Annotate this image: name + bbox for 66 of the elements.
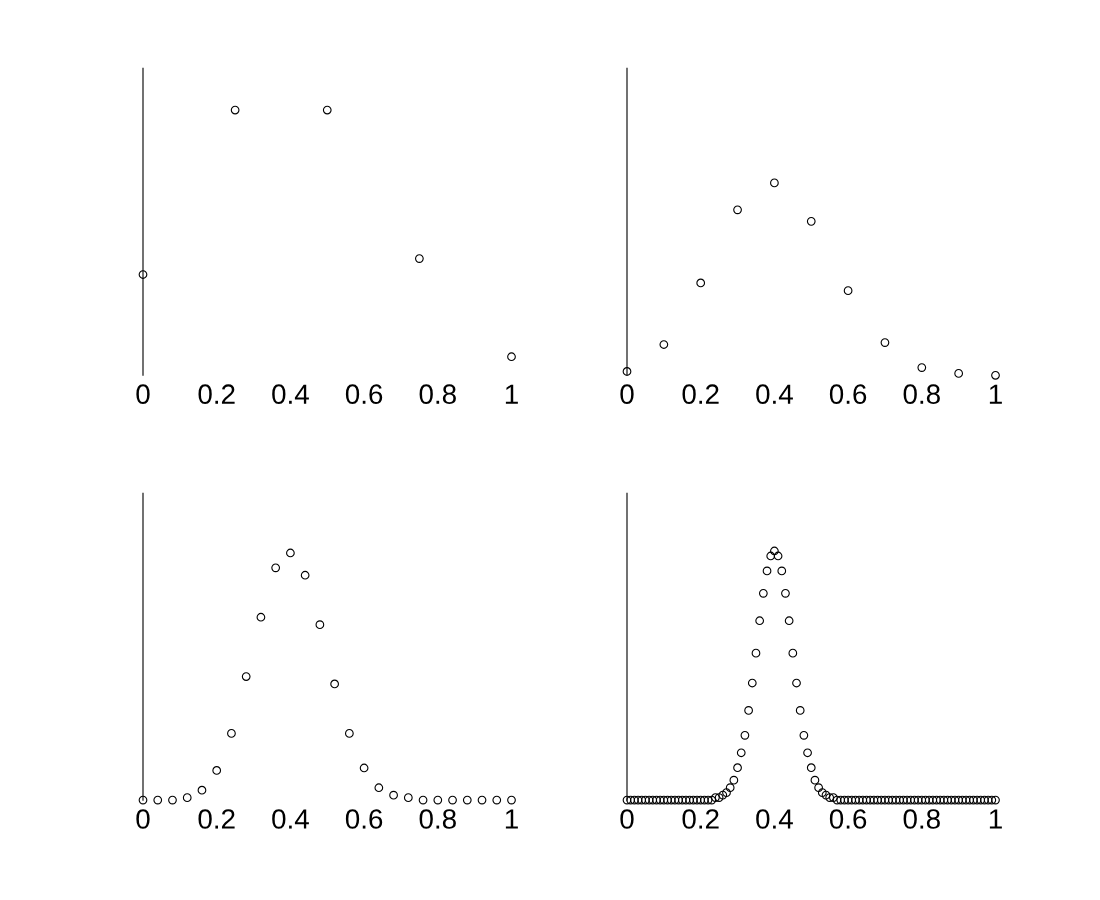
x-tick-label: 0.4 [272, 809, 309, 829]
point [448, 795, 457, 805]
x-tick-label: 0.6 [829, 809, 867, 829]
point [403, 793, 413, 803]
point [322, 105, 332, 115]
point [507, 352, 516, 362]
x-tick-label: 0.2 [682, 384, 719, 405]
point [622, 367, 632, 376]
point [415, 254, 424, 263]
x-tick-label: 0.6 [345, 809, 383, 829]
point [300, 570, 310, 580]
point [182, 793, 192, 803]
x-tick-label: 0.4 [756, 809, 793, 829]
point [418, 795, 428, 805]
point [433, 795, 443, 805]
point [659, 340, 669, 349]
point [344, 729, 354, 738]
point [230, 105, 240, 115]
point [917, 363, 927, 372]
point [359, 763, 369, 773]
point [806, 216, 816, 226]
point [374, 783, 384, 793]
point [477, 795, 487, 805]
point [462, 795, 472, 805]
point [256, 612, 266, 622]
x-tick-label: 0.8 [903, 809, 940, 829]
x-tick-label: 0.8 [419, 384, 456, 405]
point [138, 795, 148, 805]
point [138, 270, 148, 279]
point [168, 795, 177, 805]
x-tick-label: 0.4 [272, 384, 309, 405]
x-tick-label: 1 [989, 384, 1002, 404]
x-tick-label: 1 [505, 384, 518, 404]
x-tick-label: 0.2 [198, 809, 235, 829]
x-tick-label: 0 [136, 384, 150, 405]
point [492, 795, 502, 805]
x-tick-label: 1 [505, 809, 518, 829]
x-tick-label: 0.4 [756, 384, 793, 405]
x-tick-label: 0 [620, 384, 634, 405]
point [770, 178, 779, 188]
x-tick-label: 0.8 [903, 384, 940, 405]
point [954, 369, 964, 378]
point [733, 205, 742, 215]
x-tick-label: 0 [620, 809, 634, 829]
point [197, 785, 207, 795]
point [330, 679, 339, 689]
x-tick-label: 1 [989, 809, 1002, 829]
x-tick-label: 0.2 [682, 809, 719, 829]
point [389, 790, 398, 800]
x-tick-label: 0 [136, 809, 150, 829]
point [696, 278, 706, 288]
point [241, 672, 251, 681]
point [271, 563, 281, 573]
point [843, 286, 853, 296]
point [227, 729, 236, 738]
point [153, 795, 163, 805]
point [991, 370, 1000, 380]
point [212, 766, 222, 775]
x-tick-label: 0.6 [345, 384, 383, 405]
x-tick-label: 0.6 [829, 384, 867, 405]
point [315, 620, 325, 630]
point [286, 548, 295, 558]
x-tick-label: 0.2 [198, 384, 235, 405]
x-tick-label: 0.8 [419, 809, 456, 829]
point [880, 338, 890, 347]
point [507, 795, 516, 805]
